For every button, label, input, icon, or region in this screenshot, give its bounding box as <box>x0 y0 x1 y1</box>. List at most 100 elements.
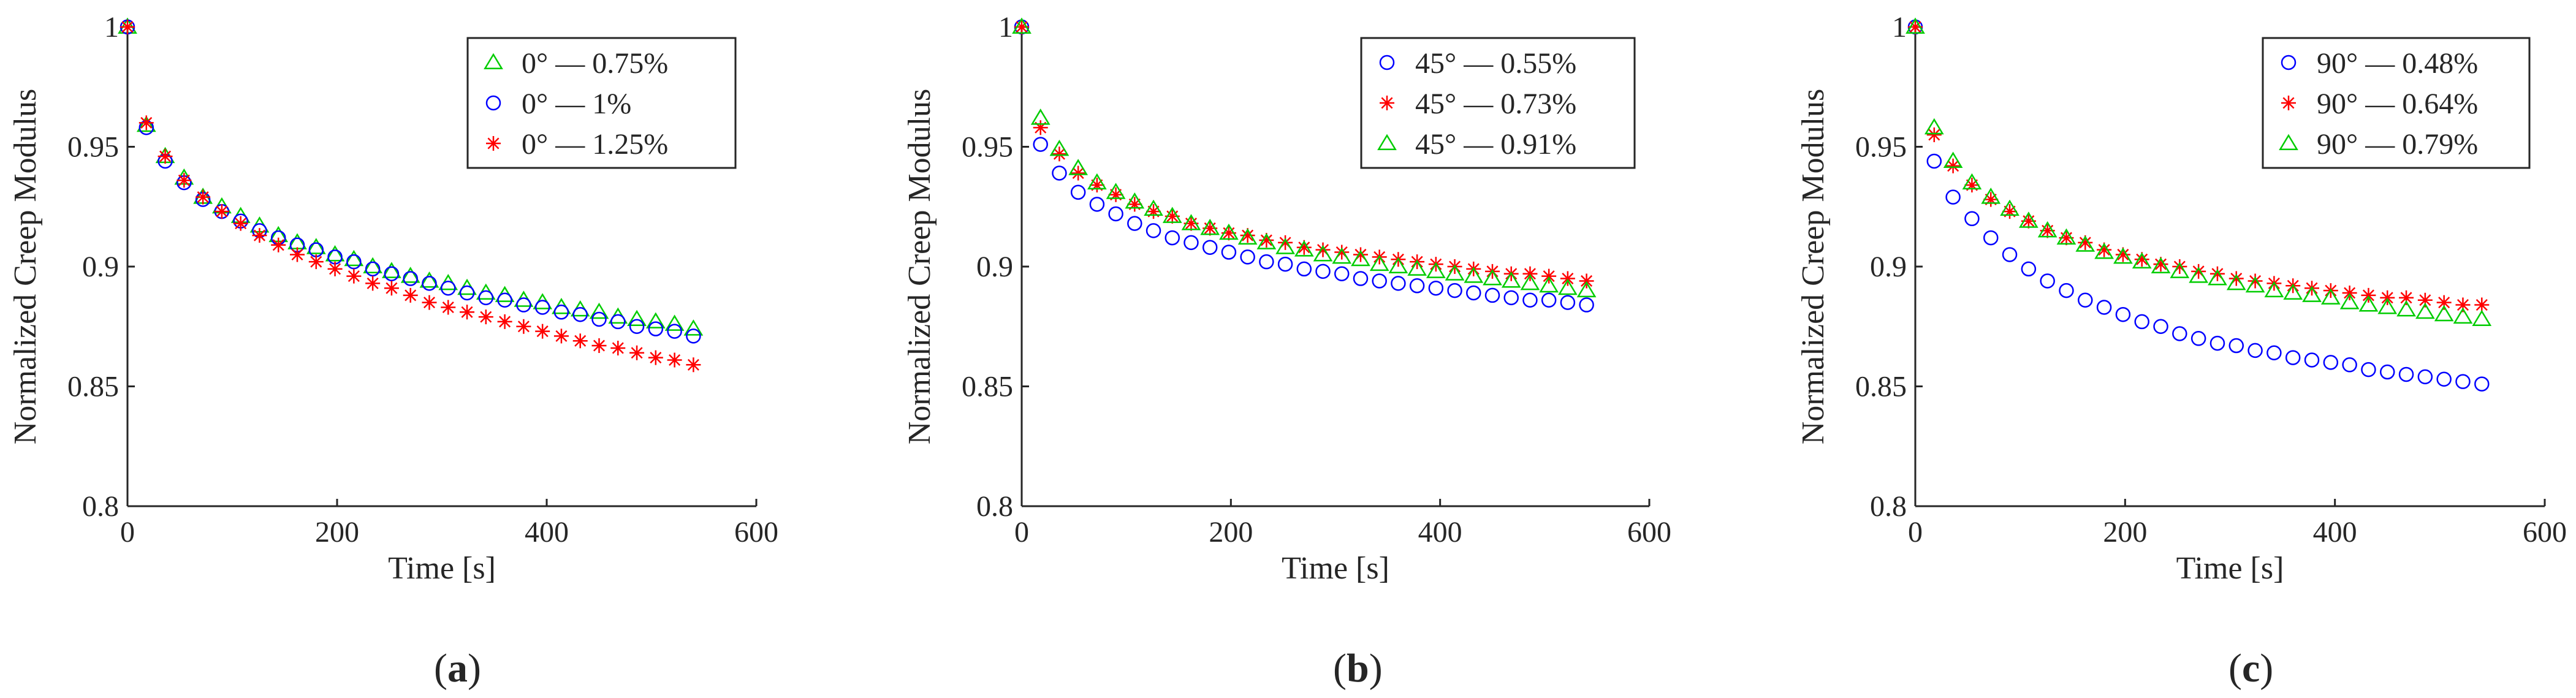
legend: 45° — 0.55% 45° — 0.73% 45° — 0.91% <box>1360 37 1636 169</box>
data-point <box>1353 271 1369 286</box>
data-point <box>1334 266 1350 281</box>
data-point <box>1200 219 1220 235</box>
data-point <box>629 319 645 334</box>
data-point <box>2415 302 2435 319</box>
data-point <box>1049 139 1070 156</box>
data-point <box>1541 268 1557 284</box>
data-point <box>1165 230 1180 246</box>
legend-marker <box>1380 96 1394 110</box>
data-point <box>1428 280 1444 296</box>
data-point <box>1522 266 1538 281</box>
data-point <box>2320 288 2341 305</box>
data-point <box>1353 247 1368 262</box>
x-tick-label: 200 <box>1209 516 1253 548</box>
data-point <box>2075 235 2095 252</box>
data-point <box>2247 273 2263 289</box>
data-point <box>139 115 154 131</box>
data-point <box>2474 297 2490 313</box>
data-point <box>1315 242 1331 257</box>
data-point <box>629 345 645 360</box>
x-tick-label: 600 <box>1627 516 1671 548</box>
data-point <box>214 204 229 219</box>
data-point <box>2380 364 2395 380</box>
legend-label: 90° — 0.79% <box>2317 128 2478 161</box>
series-1 <box>1908 20 2490 313</box>
x-tick-label: 400 <box>1418 516 1462 548</box>
data-point <box>419 271 439 288</box>
data-point <box>2078 235 2093 250</box>
y-tick-label: 1 <box>998 11 1013 44</box>
legend-label: 90° — 0.48% <box>2317 47 2478 80</box>
y-tick-label: 0.9 <box>976 251 1013 283</box>
data-point <box>1146 204 1161 219</box>
data-point <box>1313 245 1333 262</box>
legend-marker <box>485 95 501 111</box>
data-point <box>1108 187 1123 202</box>
data-point <box>1275 238 1295 254</box>
data-point <box>2455 374 2471 389</box>
data-point <box>1071 165 1086 181</box>
y-tick-label: 0.85 <box>962 371 1013 403</box>
data-point <box>363 257 382 273</box>
legend-label: 45° — 0.91% <box>1415 128 1576 161</box>
legend-box <box>466 37 737 169</box>
data-point <box>1106 183 1126 199</box>
data-point <box>2361 287 2376 303</box>
data-point <box>1560 271 1575 286</box>
data-point <box>535 324 550 339</box>
data-point <box>1908 20 1923 34</box>
data-point <box>534 300 550 315</box>
data-point <box>271 237 286 252</box>
data-point <box>2132 252 2152 269</box>
data-point <box>2000 199 2019 216</box>
x-tick-label: 0 <box>120 516 135 548</box>
data-point <box>589 302 609 319</box>
data-point <box>2096 300 2112 315</box>
data-point <box>1144 199 1163 216</box>
data-point <box>2226 273 2246 290</box>
data-point <box>2021 261 2037 277</box>
data-point <box>1926 127 1942 142</box>
series-0 <box>1907 19 2490 392</box>
data-point <box>1089 178 1104 193</box>
y-tick-label: 0.95 <box>962 131 1013 164</box>
data-point <box>2245 276 2265 293</box>
legend: 90° — 0.48% 90° — 0.64% 90° — 0.79% <box>2262 37 2531 169</box>
data-point <box>1259 232 1274 248</box>
data-point <box>2153 319 2168 334</box>
data-point <box>2398 366 2414 382</box>
y-tick-label: 0.8 <box>82 490 119 523</box>
data-point <box>1943 151 1963 168</box>
data-point <box>1240 228 1255 243</box>
data-point <box>2115 306 2131 322</box>
data-point <box>476 283 496 300</box>
data-point <box>1014 20 1029 34</box>
data-point <box>610 314 626 330</box>
data-point <box>136 115 156 132</box>
data-point <box>1503 290 1519 306</box>
data-point <box>2115 247 2130 262</box>
data-point <box>2209 335 2225 351</box>
data-point <box>403 271 418 286</box>
data-point <box>2361 362 2376 377</box>
data-point <box>1259 254 1274 270</box>
data-point <box>177 173 192 188</box>
data-point <box>1033 137 1048 152</box>
data-point <box>2040 223 2055 238</box>
x-tick-label: 600 <box>2523 516 2567 548</box>
data-point <box>2189 267 2209 283</box>
legend-box <box>2262 37 2531 169</box>
data-point <box>667 352 682 368</box>
legend-marker <box>486 136 501 151</box>
data-point <box>1108 206 1123 222</box>
data-point <box>667 324 682 339</box>
data-point <box>516 297 531 313</box>
data-point <box>1202 240 1218 255</box>
data-point <box>1277 256 1293 272</box>
data-point <box>497 292 512 308</box>
data-point <box>610 340 626 355</box>
data-point <box>2056 228 2076 245</box>
legend: 0° — 0.75% 0° — 1% 0° — 1.25% <box>466 37 737 169</box>
legend-box <box>1360 37 1636 169</box>
